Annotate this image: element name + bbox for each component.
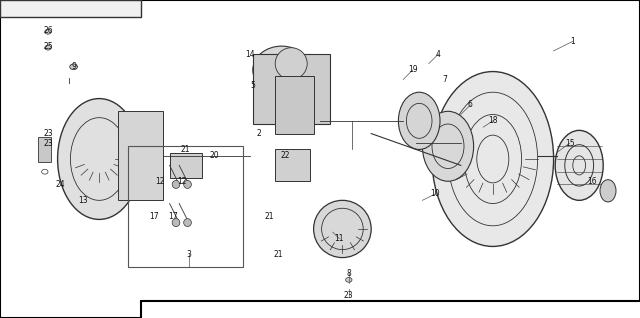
Bar (38, 137, 51, 162)
Ellipse shape (184, 219, 191, 226)
Text: 11: 11 (335, 234, 344, 243)
Text: 20: 20 (209, 151, 220, 160)
Ellipse shape (58, 99, 141, 219)
Text: 25: 25 (43, 42, 53, 51)
Text: 18: 18 (488, 116, 497, 125)
Text: 3: 3 (186, 250, 191, 259)
Text: 6: 6 (468, 100, 473, 109)
Text: 19: 19 (408, 66, 418, 74)
Ellipse shape (184, 181, 191, 188)
Text: 12: 12 (156, 177, 164, 186)
Text: 26: 26 (43, 26, 53, 35)
Bar (128, 146, 243, 267)
Ellipse shape (275, 48, 307, 80)
Text: 24: 24 (56, 180, 66, 189)
Ellipse shape (556, 130, 604, 200)
Bar (170, 153, 202, 178)
Text: 9: 9 (71, 62, 76, 71)
Bar (118, 111, 163, 200)
Ellipse shape (172, 181, 180, 188)
Text: 16: 16 (587, 177, 597, 186)
Text: 21: 21 (274, 250, 283, 259)
Text: 12: 12 (178, 177, 187, 186)
Ellipse shape (172, 219, 180, 226)
Ellipse shape (600, 180, 616, 202)
Ellipse shape (70, 64, 77, 70)
Text: 8: 8 (346, 269, 351, 278)
Ellipse shape (346, 277, 352, 282)
Ellipse shape (398, 92, 440, 149)
Text: 10: 10 (430, 190, 440, 198)
Text: 22: 22 (280, 151, 289, 160)
Ellipse shape (253, 46, 310, 94)
Text: 23: 23 (43, 129, 53, 138)
Ellipse shape (45, 30, 51, 34)
Bar (0, 0, 141, 17)
Text: 23: 23 (344, 291, 354, 300)
Text: 21: 21 (264, 212, 273, 221)
Text: 13: 13 (78, 196, 88, 205)
Bar (275, 76, 314, 134)
Text: 7: 7 (442, 75, 447, 84)
Text: 5: 5 (250, 81, 255, 90)
Text: 4: 4 (436, 50, 441, 59)
Text: 1: 1 (570, 37, 575, 46)
Ellipse shape (314, 200, 371, 258)
Bar (275, 149, 310, 181)
Ellipse shape (432, 72, 554, 246)
Bar (253, 54, 330, 124)
Text: 14: 14 (244, 50, 255, 59)
Text: 21: 21 (181, 145, 190, 154)
Text: 2: 2 (257, 129, 262, 138)
Ellipse shape (45, 45, 51, 50)
Text: 17: 17 (148, 212, 159, 221)
Text: 23: 23 (43, 139, 53, 148)
Text: 17: 17 (168, 212, 178, 221)
Ellipse shape (422, 111, 474, 181)
Text: 15: 15 (564, 139, 575, 148)
